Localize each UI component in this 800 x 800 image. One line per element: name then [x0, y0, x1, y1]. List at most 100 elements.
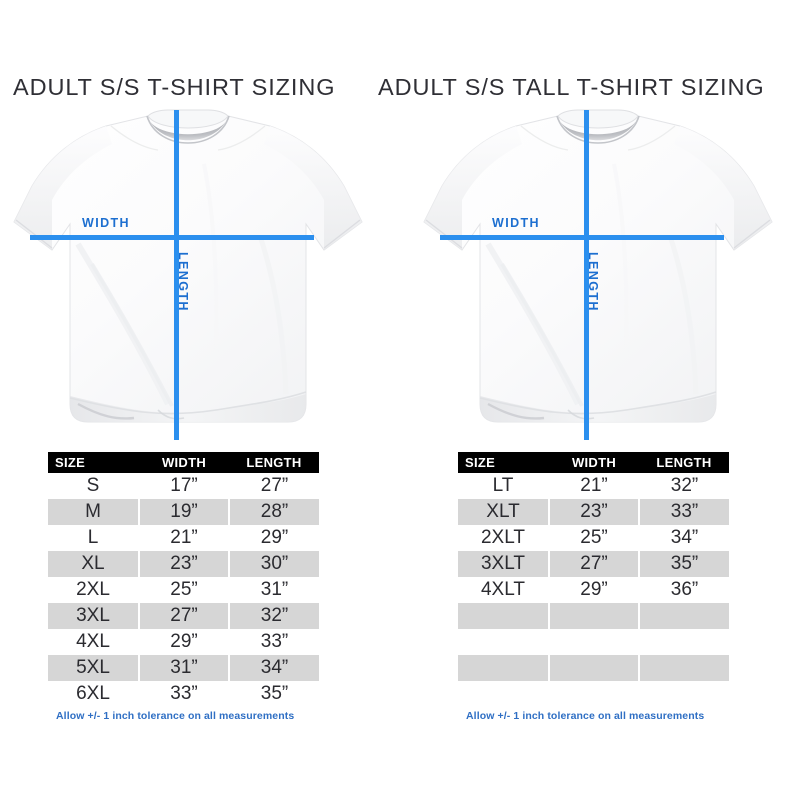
table-row-empty — [458, 603, 729, 629]
tolerance-footnote-adult-ss: Allow +/- 1 inch tolerance on all measur… — [56, 710, 295, 722]
cell-size: 3XLT — [458, 551, 550, 577]
table-row: M 19” 28” — [48, 499, 319, 525]
cell-length: 31” — [229, 577, 319, 603]
table-row: L 21” 29” — [48, 525, 319, 551]
cell-width: 33” — [139, 681, 230, 707]
cell-length: 29” — [229, 525, 319, 551]
cell-length: 34” — [639, 525, 729, 551]
table-row: 5XL 31” 34” — [48, 655, 319, 681]
cell-width: 25” — [549, 525, 640, 551]
size-table-adult-ss-tall: SIZE WIDTH LENGTH LT 21” 32” XLT 23” 33” 2XLT 2… — [458, 452, 729, 707]
cell-size: S — [48, 473, 140, 499]
width-measure-line — [30, 235, 314, 240]
cell-length: 36” — [639, 577, 729, 603]
width-measure-line — [440, 235, 724, 240]
cell-size: 5XL — [48, 655, 140, 681]
column-header-width: WIDTH — [549, 452, 639, 473]
cell-width: 19” — [139, 499, 230, 525]
cell-empty — [458, 681, 550, 707]
cell-size: 4XL — [48, 629, 140, 655]
length-measure-label: LENGTH — [176, 252, 190, 312]
tshirt-illustration — [13, 109, 363, 423]
cell-size: LT — [458, 473, 550, 499]
column-header-length: LENGTH — [639, 452, 729, 473]
table-row: XL 23” 30” — [48, 551, 319, 577]
cell-length: 32” — [229, 603, 319, 629]
cell-empty — [458, 629, 550, 655]
cell-size: XL — [48, 551, 140, 577]
table-row: 2XL 25” 31” — [48, 577, 319, 603]
cell-size: XLT — [458, 499, 550, 525]
cell-empty — [639, 681, 729, 707]
table-row-empty — [458, 681, 729, 707]
tshirt-diagram-adult-ss-tall: WIDTH LENGTH — [418, 104, 778, 444]
table-row: 6XL 33” 35” — [48, 681, 319, 707]
column-header-width: WIDTH — [139, 452, 229, 473]
cell-length: 30” — [229, 551, 319, 577]
table-row: LT 21” 32” — [458, 473, 729, 499]
cell-empty — [549, 603, 640, 629]
cell-size: 2XL — [48, 577, 140, 603]
cell-length: 28” — [229, 499, 319, 525]
cell-size: 2XLT — [458, 525, 550, 551]
table-header-row: SIZE WIDTH LENGTH — [458, 452, 729, 473]
cell-width: 29” — [139, 629, 230, 655]
table-row: 4XL 29” 33” — [48, 629, 319, 655]
cell-empty — [549, 681, 640, 707]
column-header-size: SIZE — [458, 452, 549, 473]
cell-empty — [549, 655, 640, 681]
panel-adult-ss-tall: WIDTH LENGTH SIZE WIDTH LENGTH LT 21” 32” X… — [418, 104, 778, 734]
cell-empty — [639, 629, 729, 655]
cell-length: 35” — [639, 551, 729, 577]
cell-empty — [458, 603, 550, 629]
cell-width: 29” — [549, 577, 640, 603]
width-measure-label: WIDTH — [492, 216, 540, 230]
table-row: XLT 23” 33” — [458, 499, 729, 525]
cell-size: 4XLT — [458, 577, 550, 603]
table-row: 2XLT 25” 34” — [458, 525, 729, 551]
tshirt-illustration — [423, 109, 773, 423]
chart-title-adult-ss: ADULT S/S T-SHIRT SIZING — [13, 74, 336, 100]
table-row: 4XLT 29” 36” — [458, 577, 729, 603]
table-body: S 17” 27” M 19” 28” L 21” 29” XL 23” 30” 2XL 25” 31” 3X… — [48, 473, 319, 707]
cell-width: 23” — [549, 499, 640, 525]
table-row-empty — [458, 629, 729, 655]
chart-title-adult-ss-tall: ADULT S/S TALL T-SHIRT SIZING — [378, 74, 765, 100]
column-header-length: LENGTH — [229, 452, 319, 473]
cell-width: 17” — [139, 473, 230, 499]
table-row: S 17” 27” — [48, 473, 319, 499]
cell-size: L — [48, 525, 140, 551]
cell-length: 27” — [229, 473, 319, 499]
table-row: 3XL 27” 32” — [48, 603, 319, 629]
cell-width: 27” — [549, 551, 640, 577]
column-header-size: SIZE — [48, 452, 139, 473]
cell-width: 25” — [139, 577, 230, 603]
table-body: LT 21” 32” XLT 23” 33” 2XLT 25” 34” 3XLT 27” 35” 4XL… — [458, 473, 729, 707]
cell-size: M — [48, 499, 140, 525]
cell-width: 31” — [139, 655, 230, 681]
cell-length: 32” — [639, 473, 729, 499]
cell-width: 27” — [139, 603, 230, 629]
cell-empty — [549, 629, 640, 655]
panel-adult-ss: WIDTH LENGTH SIZE WIDTH LENGTH S 17” 27” M 1… — [8, 104, 368, 734]
tolerance-footnote-adult-ss-tall: Allow +/- 1 inch tolerance on all measur… — [466, 710, 705, 722]
cell-empty — [458, 655, 550, 681]
cell-size: 3XL — [48, 603, 140, 629]
tshirt-diagram-adult-ss: WIDTH LENGTH — [8, 104, 368, 444]
cell-width: 21” — [549, 473, 640, 499]
cell-width: 21” — [139, 525, 230, 551]
cell-empty — [639, 603, 729, 629]
cell-size: 6XL — [48, 681, 140, 707]
length-measure-line — [584, 110, 589, 440]
table-head: SIZE WIDTH LENGTH — [48, 452, 319, 473]
table-head: SIZE WIDTH LENGTH — [458, 452, 729, 473]
cell-width: 23” — [139, 551, 230, 577]
size-table-adult-ss: SIZE WIDTH LENGTH S 17” 27” M 19” 28” L 21” 29” X… — [48, 452, 319, 707]
table-row: 3XLT 27” 35” — [458, 551, 729, 577]
width-measure-label: WIDTH — [82, 216, 130, 230]
table-header-row: SIZE WIDTH LENGTH — [48, 452, 319, 473]
length-measure-line — [174, 110, 179, 440]
cell-length: 33” — [229, 629, 319, 655]
table-row-empty — [458, 655, 729, 681]
